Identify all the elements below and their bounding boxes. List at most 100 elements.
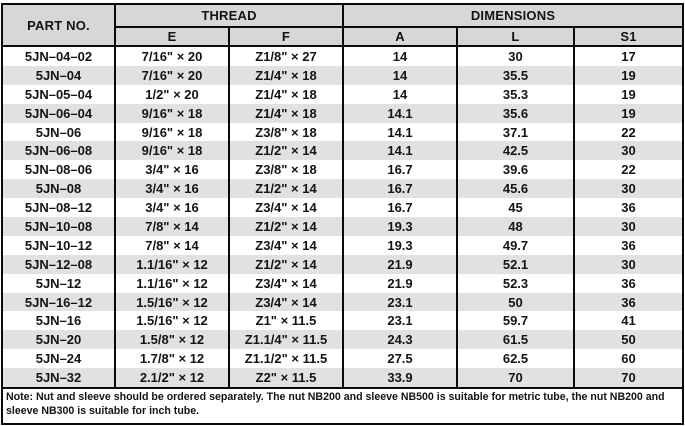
cell-dim-s1: 36 bbox=[572, 198, 683, 218]
cell-dim-a: 14 bbox=[342, 84, 457, 104]
cell-part-no: 5JN–12 bbox=[35, 275, 82, 291]
cell-thread-f: Z1/4" × 18 bbox=[228, 65, 343, 85]
cell-thread-e: 1.5/8" × 12 bbox=[114, 330, 229, 350]
cell-thread-e: 1.1/16" × 12 bbox=[114, 254, 229, 274]
cell-thread-f: Z1.1/4" × 11.5 bbox=[228, 330, 343, 350]
cell-thread-f: Z3/4" × 14 bbox=[228, 292, 343, 312]
cell-dim-s1: 60 bbox=[572, 349, 683, 369]
cell-part-no: 5JN–16–12 bbox=[3, 292, 115, 312]
header-sub-row: E F A L S1 bbox=[3, 27, 683, 47]
cell-dim-l: 35.5 bbox=[456, 65, 574, 85]
cell-dim-s1: 19 bbox=[572, 65, 683, 85]
cell-part-no: 5JN–08–06 bbox=[24, 162, 93, 178]
cell-thread-f: Z3/4" × 14 bbox=[228, 198, 343, 218]
cell-dim-s1: 30 bbox=[572, 179, 683, 199]
cell-dim-s1: 30 bbox=[572, 254, 683, 274]
cell-thread-e: 2.1/2" × 12 bbox=[114, 368, 229, 388]
cell-part-no: 5JN–08 bbox=[3, 179, 115, 199]
cell-part-no: 5JN–20 bbox=[3, 330, 115, 350]
cell-thread-f: Z1/4" × 18 bbox=[228, 84, 343, 104]
table-row: 5JN–12–08 1.1/16" × 12 Z1/2" × 14 21.9 52.1 3… bbox=[3, 254, 683, 274]
column-group-dimensions: DIMENSIONS bbox=[341, 5, 683, 28]
cell-thread-f: Z1/2" × 14 bbox=[228, 217, 343, 236]
cell-dim-l: 62.5 bbox=[456, 349, 574, 369]
cell-dim-a: 21.9 bbox=[342, 254, 457, 274]
cell-dim-l: 39.6 bbox=[456, 160, 574, 180]
cell-thread-e: 1.5/16" × 12 bbox=[114, 311, 229, 331]
column-group-thread: THREAD bbox=[114, 5, 343, 28]
table-row: 5JN–20 1.5/8" × 12 Z1.1/4" × 11.5 24.3 61.5 5… bbox=[3, 330, 683, 350]
cell-thread-f: Z2" × 11.5 bbox=[228, 368, 343, 388]
cell-dim-a: 19.3 bbox=[342, 217, 457, 236]
cell-thread-e: 7/8" × 14 bbox=[114, 235, 229, 255]
cell-part-no: 5JN–16 bbox=[35, 313, 82, 329]
table-row: 5JN–05–04 1/2" × 20 Z1/4" × 18 14 35.3 19 bbox=[3, 84, 683, 104]
cell-thread-e: 1.7/8" × 12 bbox=[114, 349, 229, 369]
cell-dim-a: 16.7 bbox=[342, 198, 457, 218]
cell-dim-l: 35.3 bbox=[456, 84, 574, 104]
cell-part-no: 5JN–05–04 bbox=[24, 86, 93, 102]
table-row: 5JN–04 7/16" × 20 Z1/4" × 18 14 35.5 19 bbox=[3, 65, 683, 85]
cell-thread-f: Z1/2" × 14 bbox=[228, 254, 343, 274]
cell-dim-l: 37.1 bbox=[456, 122, 574, 142]
cell-dim-l: 42.5 bbox=[456, 141, 574, 161]
table-row: 5JN–24 1.7/8" × 12 Z1.1/2" × 11.5 27.5 62.5 6… bbox=[3, 349, 683, 369]
cell-part-no: 5JN–04 bbox=[3, 65, 115, 85]
cell-thread-e: 7/16" × 20 bbox=[114, 65, 229, 85]
table-header: PART NO. THREAD DIMENSIONS E F A L S1 bbox=[3, 5, 683, 47]
column-header-a: A bbox=[342, 27, 457, 47]
cell-dim-l: 52.1 bbox=[456, 254, 574, 274]
cell-dim-l: 30 bbox=[456, 46, 574, 66]
spec-table: PART NO. THREAD DIMENSIONS E F A L S1 5J… bbox=[3, 5, 683, 388]
cell-part-no: 5JN–24 bbox=[35, 351, 82, 367]
table-row: 5JN–12 1.1/16" × 12 Z3/4" × 14 21.9 52.3 36 bbox=[3, 273, 683, 293]
cell-thread-e: 1/2" × 20 bbox=[114, 84, 229, 104]
cell-thread-f: Z1/2" × 14 bbox=[228, 179, 343, 199]
cell-thread-f: Z1/2" × 14 bbox=[228, 141, 343, 161]
cell-part-no: 5JN–10–12 bbox=[24, 237, 93, 253]
cell-part-no: 5JN–06–08 bbox=[3, 141, 115, 161]
cell-dim-l: 59.7 bbox=[456, 311, 574, 331]
header-group-row: PART NO. THREAD DIMENSIONS bbox=[3, 5, 683, 47]
cell-dim-a: 23.1 bbox=[342, 311, 457, 331]
table-row: 5JN–08–12 3/4" × 16 Z3/4" × 14 16.7 45 36 bbox=[3, 198, 683, 218]
cell-dim-s1: 36 bbox=[572, 292, 683, 312]
cell-dim-l: 49.7 bbox=[456, 235, 574, 255]
cell-dim-s1: 70 bbox=[572, 368, 683, 388]
cell-dim-a: 27.5 bbox=[342, 349, 457, 369]
cell-thread-e: 9/16" × 18 bbox=[114, 122, 229, 142]
cell-thread-f: Z1.1/2" × 11.5 bbox=[228, 349, 343, 369]
table-row: 5JN–16–12 1.5/16" × 12 Z3/4" × 14 23.1 50 36 bbox=[3, 292, 683, 312]
cell-thread-f: Z1" × 11.5 bbox=[228, 311, 343, 331]
cell-dim-l: 50 bbox=[456, 292, 574, 312]
cell-dim-a: 14.1 bbox=[342, 141, 457, 161]
cell-thread-f: Z1/8" × 27 bbox=[228, 46, 343, 66]
cell-dim-s1: 41 bbox=[572, 311, 683, 331]
cell-dim-l: 45 bbox=[456, 198, 574, 218]
cell-thread-e: 3/4" × 16 bbox=[114, 179, 229, 199]
cell-thread-f: Z3/4" × 14 bbox=[228, 235, 343, 255]
cell-dim-s1: 36 bbox=[572, 273, 683, 293]
cell-dim-a: 14 bbox=[342, 65, 457, 85]
table-body: 5JN–04–02 7/16" × 20 Z1/8" × 27 14 30 17 5JN–0… bbox=[3, 46, 683, 388]
cell-dim-s1: 36 bbox=[572, 235, 683, 255]
cell-dim-l: 45.6 bbox=[456, 179, 574, 199]
cell-dim-a: 21.9 bbox=[342, 273, 457, 293]
cell-part-no: 5JN–06–04 bbox=[3, 103, 115, 123]
cell-dim-s1: 50 bbox=[572, 330, 683, 350]
cell-dim-s1: 30 bbox=[572, 217, 683, 236]
cell-thread-e: 3/4" × 16 bbox=[114, 198, 229, 218]
cell-dim-s1: 30 bbox=[572, 141, 683, 161]
footnote: Note: Nut and sleeve should be ordered s… bbox=[3, 387, 682, 423]
cell-dim-a: 23.1 bbox=[342, 292, 457, 312]
table-row: 5JN–04–02 7/16" × 20 Z1/8" × 27 14 30 17 bbox=[3, 46, 683, 66]
cell-dim-a: 24.3 bbox=[342, 330, 457, 350]
cell-thread-e: 1.5/16" × 12 bbox=[114, 292, 229, 312]
cell-thread-e: 9/16" × 18 bbox=[114, 141, 229, 161]
cell-thread-e: 3/4" × 16 bbox=[114, 160, 229, 180]
cell-thread-f: Z3/8" × 18 bbox=[228, 122, 343, 142]
cell-thread-f: Z3/4" × 14 bbox=[228, 273, 343, 293]
column-header-f: F bbox=[228, 27, 343, 47]
cell-dim-a: 33.9 bbox=[342, 368, 457, 388]
